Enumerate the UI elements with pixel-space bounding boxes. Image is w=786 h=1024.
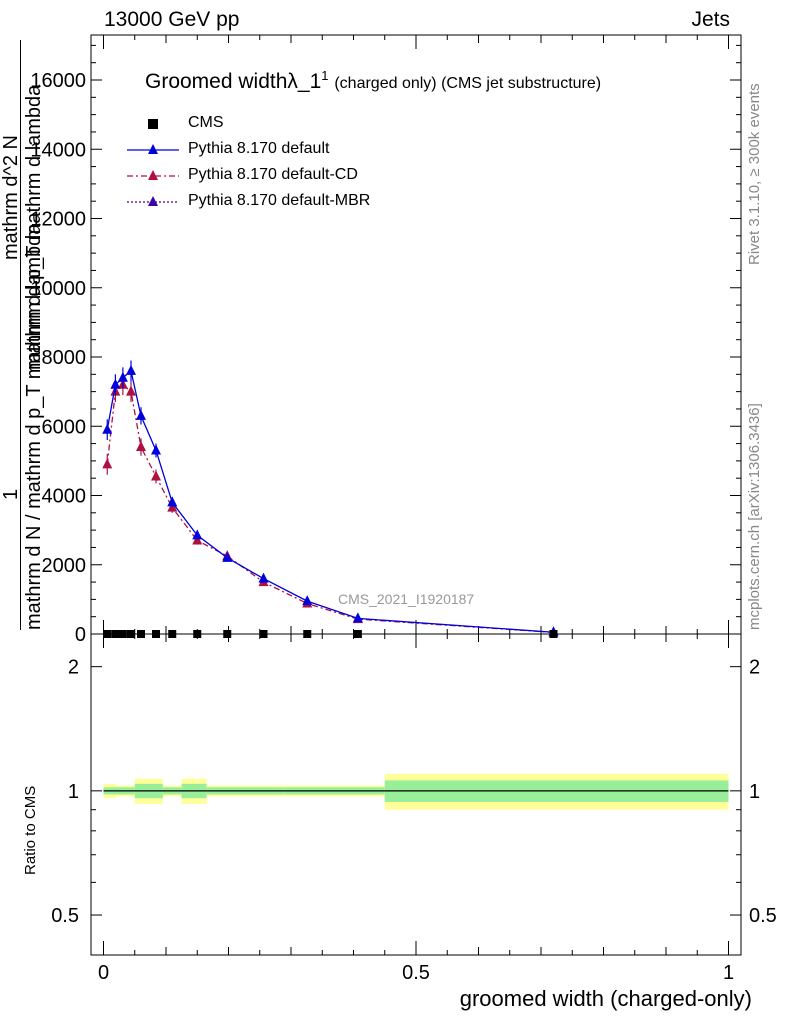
series-point [117,371,128,382]
cms-data-point [111,630,120,638]
xtick-label: 0 [98,962,109,984]
cms-data-point [223,630,232,638]
legend-label-default: Pythia 8.170 default [188,140,330,157]
series-point [136,441,146,452]
header-energy: 13000 GeV pp [104,8,240,31]
cms-data-point [193,630,202,638]
plot-title: Groomed widthλ_11 (charged only) (CMS je… [145,68,601,94]
series-point [352,612,363,623]
cms-data-point [353,630,362,638]
series-point [110,378,121,389]
cms-data-point [168,630,177,638]
plot-title-lambda: λ_1 [287,70,322,93]
legend-swatch-default [127,144,179,154]
series-point [151,444,161,455]
cms-data-point [259,630,268,638]
series-point [102,458,113,469]
main-ytick-label: 6000 [42,416,87,438]
series-point [222,551,233,562]
main-ytick-label: 14000 [30,139,86,161]
main-ytick-label: 16000 [30,70,86,92]
analysis-watermark: CMS_2021_I1920187 [338,591,475,607]
ratio-ytick-label: 1 [68,781,79,803]
ratio-plot-frame [90,633,742,956]
series-point [151,470,161,481]
cms-data-point [103,630,112,638]
series-layer [102,360,559,638]
legend-swatch-cd [127,170,179,180]
series-point [192,529,203,540]
cms-data-point [152,630,160,638]
main-ytick-label: 0 [75,624,86,646]
cms-data-point [303,630,312,638]
cms-data-point [118,630,127,638]
main-frame-border [90,34,742,635]
legend-label-mbr: Pythia 8.170 default-MBR [188,192,371,209]
ratio-uncertainty-bands [103,773,729,810]
cms-data-point [549,630,558,638]
series-point [102,423,113,434]
main-ytick-label: 4000 [42,486,87,508]
main-plot-frame [90,34,742,635]
xtick-label: 1 [723,962,734,984]
legend-swatch-cms [148,119,158,129]
tick-labels: 0 2000 4000 6000 8000 10000 12000 14000 16000 0 0.… [30,70,776,984]
main-ytick-label: 8000 [42,347,87,369]
ratio-ytick-label: 2 [68,657,79,679]
ratio-ytick-label-right: 1 [749,781,760,803]
main-ytick-label: 2000 [42,555,87,577]
series-point [136,409,146,420]
legend-label-cms: CMS [188,114,224,131]
x-axis-title: groomed width (charged-only) [459,986,752,1011]
plot-title-main: Groomed width [145,70,288,93]
series-point [167,496,178,507]
plot-title-sup: 1 [321,68,329,83]
series-point [302,595,313,606]
legend-swatch-mbr [127,196,179,206]
cms-data-point [137,630,145,638]
series-point [192,534,203,545]
xtick-label: 0.5 [402,962,430,984]
series-point [126,385,136,396]
ratio-ytick-label-right: 0.5 [749,905,777,927]
plot-title-suffix: (charged only) (CMS jet substructure) [334,75,602,92]
series-point [126,364,136,375]
ylabel-fraction-bar [20,40,21,630]
cms-data-point [127,630,135,638]
ratio-ytick-label-right: 2 [749,657,760,679]
main-ytick-label: 10000 [30,278,86,300]
main-ytick-label: 12000 [30,209,86,231]
header-category: Jets [691,8,730,31]
ratio-ytick-label: 0.5 [51,905,79,927]
legend-label-cd: Pythia 8.170 default-CD [188,166,358,183]
series-point [258,572,269,583]
